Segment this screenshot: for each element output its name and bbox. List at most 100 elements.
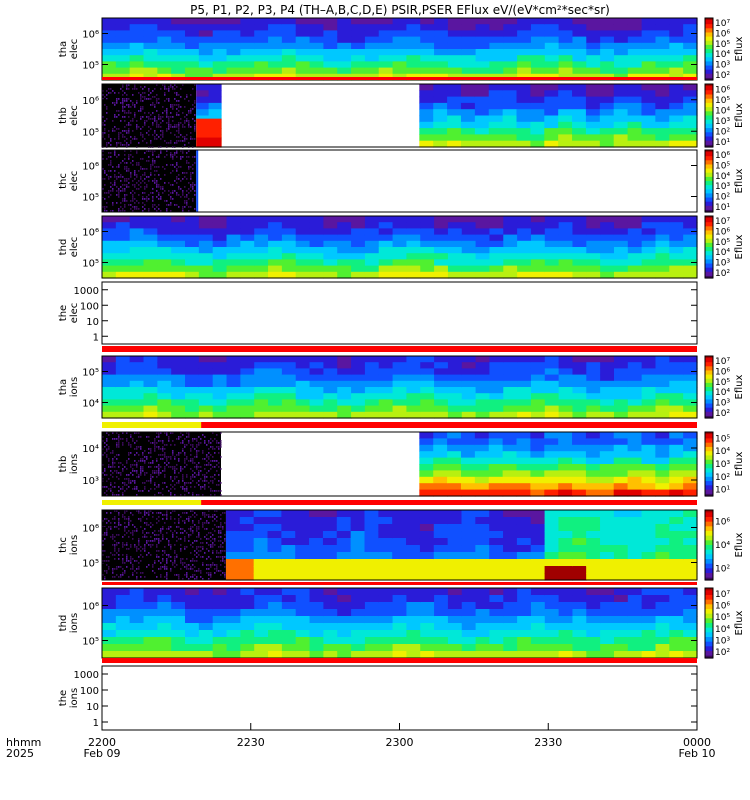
heatmap-cell [198, 222, 214, 229]
heatmap-cell [115, 374, 131, 382]
noise-pixel [214, 514, 216, 516]
panel-label-species: elec [69, 171, 80, 192]
heatmap-cell [185, 42, 200, 50]
heatmap-cell [364, 637, 380, 645]
noise-pixel [156, 98, 158, 100]
noise-pixel [216, 526, 218, 528]
heatmap-cell [447, 128, 462, 135]
heatmap-cell [212, 240, 228, 248]
noise-pixel [190, 108, 192, 110]
noise-pixel [218, 442, 220, 444]
heatmap-cell [434, 271, 449, 279]
heatmap-cell [544, 393, 560, 400]
noise-pixel [194, 524, 196, 526]
noise-pixel [140, 490, 142, 492]
heatmap-cell [516, 489, 531, 497]
noise-pixel [180, 550, 182, 552]
noise-pixel [104, 550, 106, 552]
noise-pixel [122, 516, 124, 518]
heatmap-cell [447, 115, 462, 123]
noise-pixel [152, 152, 154, 154]
noise-pixel [158, 446, 160, 448]
noise-pixel [184, 126, 186, 128]
heatmap-cell [240, 609, 255, 617]
colorbar-band [705, 203, 713, 207]
heatmap-cell [447, 18, 463, 25]
heatmap-cell [102, 228, 117, 236]
heatmap-cell [392, 393, 408, 400]
heatmap-cell [544, 588, 560, 596]
noise-pixel [190, 566, 192, 568]
noise-pixel [170, 156, 172, 158]
noise-pixel [190, 178, 192, 180]
noise-pixel [106, 438, 108, 440]
heatmap-cell [323, 637, 338, 645]
noise-pixel [134, 570, 136, 572]
noise-pixel [122, 572, 124, 574]
noise-pixel [136, 548, 138, 550]
heatmap-cell [461, 524, 476, 532]
noise-pixel [158, 474, 160, 476]
noise-pixel [222, 512, 224, 514]
heatmap-cell [655, 102, 670, 110]
noise-pixel [198, 520, 200, 522]
heatmap-cell [337, 368, 352, 376]
noise-pixel [106, 448, 108, 450]
heatmap-cell [351, 67, 366, 75]
heatmap-cell [419, 538, 435, 546]
noise-pixel [200, 576, 202, 578]
heatmap-cell [295, 61, 311, 69]
heatmap-cell [530, 380, 546, 388]
noise-pixel [202, 548, 204, 550]
heatmap-cell [585, 476, 601, 484]
heatmap-cell [683, 432, 698, 439]
noise-pixel [126, 170, 128, 172]
noise-pixel [190, 528, 192, 530]
colorbar-tick-label: 10⁶ [715, 30, 730, 40]
noise-pixel [118, 110, 120, 112]
colorbar-band [705, 561, 713, 565]
noise-pixel [130, 452, 132, 454]
heatmap-cell [115, 271, 131, 279]
heatmap-cell [351, 616, 366, 624]
noise-pixel [156, 470, 158, 472]
heatmap-cell [627, 265, 643, 273]
heatmap-cell [185, 637, 200, 645]
heatmap-cell [544, 36, 560, 44]
noise-pixel [188, 162, 190, 164]
heatmap-cell [447, 623, 463, 631]
noise-pixel [170, 488, 172, 490]
noise-pixel [124, 572, 126, 574]
noise-pixel [106, 454, 108, 456]
noise-pixel [126, 518, 128, 520]
noise-pixel [116, 472, 118, 474]
noise-pixel [106, 98, 108, 100]
noise-pixel [150, 466, 152, 468]
noise-pixel [160, 530, 162, 532]
heatmap-cell [434, 399, 449, 407]
noise-pixel [156, 476, 158, 478]
heatmap-cell [102, 55, 117, 62]
heatmap-cell [572, 489, 587, 497]
heatmap-cell [254, 265, 269, 273]
heatmap-cell [503, 393, 518, 400]
heatmap-cell [433, 470, 448, 478]
heatmap-cell [516, 510, 532, 518]
heatmap-cell [475, 393, 491, 400]
noise-pixel [164, 454, 166, 456]
heatmap-cell [115, 49, 131, 56]
heatmap-cell [157, 588, 172, 596]
noise-pixel [114, 550, 116, 552]
heatmap-cell [309, 510, 324, 518]
colorbar-tick-label: 10⁷ [715, 217, 730, 227]
heatmap-cell [683, 566, 698, 574]
heatmap-cell [392, 380, 408, 388]
heatmap-cell [641, 566, 657, 574]
noise-pixel [186, 436, 188, 438]
heatmap-cell [281, 552, 296, 560]
heatmap-cell [129, 259, 145, 267]
heatmap-cell [447, 121, 462, 129]
heatmap-cell [198, 609, 214, 617]
heatmap-cell [364, 524, 379, 532]
heatmap-cell [337, 18, 352, 25]
